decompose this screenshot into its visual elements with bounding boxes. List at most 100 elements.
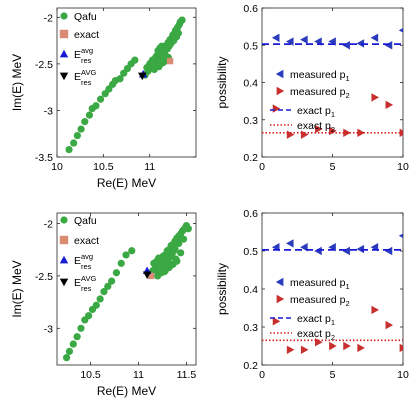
point-Qafu	[166, 261, 174, 270]
point-measured-p1	[271, 33, 280, 42]
point-measured-p2	[399, 128, 403, 137]
point-measured-p2	[315, 124, 323, 134]
point-measured-p1	[398, 28, 403, 33]
point-Qafu	[174, 29, 182, 37]
point-Qafu	[104, 282, 112, 290]
legend-item: Qafu	[60, 11, 97, 23]
legend-marker	[59, 72, 69, 81]
legend-marker	[276, 294, 285, 304]
legend-item: exact p1	[270, 313, 335, 327]
x-tick-label: 0	[259, 369, 265, 381]
legend-label: exact	[74, 235, 99, 247]
y-axis-title: possibility	[215, 263, 229, 315]
point-Qafu	[158, 42, 166, 50]
point-Qafu	[96, 295, 104, 303]
point-Qafu	[65, 145, 73, 154]
legend-item: exact	[59, 235, 99, 247]
legend-item: Qafu	[60, 215, 97, 227]
legend-marker	[276, 86, 285, 96]
point-Qafu	[85, 111, 94, 119]
legend-item: Eavg res	[59, 46, 93, 65]
point-measured-p1	[356, 244, 365, 254]
legend-label: Eavg res	[74, 252, 93, 271]
y-tick-label: 0.6	[243, 3, 258, 15]
legend-label: measured p2	[290, 86, 350, 100]
x-tick-label: 10	[397, 161, 409, 173]
data-layer	[262, 233, 403, 354]
data-layer	[262, 28, 403, 139]
point-Qafu	[158, 56, 166, 64]
point-Qafu	[73, 333, 81, 341]
point-Qafu	[177, 249, 185, 257]
point-measured-p1	[370, 33, 379, 42]
legend-marker	[59, 235, 69, 245]
legend-marker	[275, 69, 284, 79]
point-measured-p1	[342, 246, 350, 256]
point-measured-p2	[357, 343, 365, 353]
point-measured-p2	[272, 104, 281, 113]
point-Qafu	[70, 139, 78, 147]
legend-label: Qafu	[74, 11, 97, 23]
legend-label: exact p1	[297, 105, 335, 119]
axes-frame	[56, 212, 197, 366]
point-Qafu	[108, 277, 116, 285]
point-measured-p2	[315, 338, 323, 347]
axes-frame	[261, 7, 404, 158]
point-exact	[166, 57, 174, 65]
point-Qafu	[155, 261, 164, 270]
point-Qafu	[96, 95, 105, 103]
y-tick-label: -2.5	[35, 271, 53, 283]
axes-frame	[261, 212, 404, 366]
y-tick-label: 0.5	[243, 40, 258, 52]
point-Qafu	[100, 288, 108, 296]
point-E_res-AVG	[138, 72, 147, 81]
point-measured-p1	[286, 239, 294, 248]
legend-label: Qafu	[74, 215, 97, 227]
y-tick-label: 0.3	[243, 322, 258, 334]
legend-label: exact p1	[297, 313, 335, 327]
legend-marker	[59, 49, 69, 58]
point-measured-p2	[329, 126, 337, 136]
legend-label: EAVG res	[74, 274, 96, 293]
legend-marker	[60, 216, 68, 224]
point-measured-p1	[342, 41, 350, 50]
legend-item: measured p2	[276, 294, 350, 308]
y-tick-label: -3	[44, 323, 53, 335]
y-tick-label: 0.4	[243, 78, 258, 90]
x-tick-label: 10.5	[93, 161, 114, 173]
x-axis-title: Re(E) MeV	[97, 384, 156, 398]
legend-item: measured p1	[275, 277, 350, 291]
point-Qafu	[172, 255, 180, 263]
point-measured-p1	[384, 246, 393, 256]
point-measured-p2	[286, 130, 295, 139]
x-tick-label: 11	[144, 161, 155, 173]
y-tick-label: 0.5	[243, 246, 258, 258]
point-measured-p1	[314, 246, 322, 256]
point-measured-p2	[286, 345, 295, 354]
legend-marker	[59, 255, 69, 264]
point-Qafu	[184, 225, 192, 233]
chart-panel-3: 10.5 11 11.5 -3 -2.5 -2 Re(E) MeV Im(E) MeV Qafu…	[10, 212, 197, 398]
point-measured-p1	[384, 41, 393, 50]
point-measured-p2	[300, 130, 309, 139]
y-tick-label: -3.5	[35, 152, 53, 164]
legend-item: exact p2	[270, 120, 335, 134]
x-tick-label: 10	[51, 161, 63, 173]
point-Qafu	[160, 268, 168, 276]
point-Qafu	[92, 102, 100, 110]
legend-label: Eavg res	[74, 46, 93, 65]
point-measured-p1	[300, 35, 308, 44]
x-tick-label: 11	[133, 369, 144, 381]
point-Qafu	[122, 251, 130, 259]
point-Qafu	[116, 75, 124, 83]
chart-panel-4: 0 5 10 0.2 0.3 0.4 0.5 0.6 possibility measured p…	[215, 208, 409, 381]
point-Qafu	[92, 301, 100, 309]
x-tick-label: 5	[330, 369, 336, 381]
x-tick-label: 10	[397, 369, 409, 381]
y-tick-label: -3	[44, 105, 53, 117]
chart-panel-1: 10 10.5 11 -3.5 -3 -2.5 -2 Re(E) MeV Im(E) MeV Qa…	[10, 7, 197, 190]
point-measured-p2	[371, 305, 379, 315]
y-axis-title: Im(E) MeV	[10, 54, 24, 111]
point-Qafu	[159, 252, 168, 260]
point-measured-p1	[398, 233, 403, 239]
